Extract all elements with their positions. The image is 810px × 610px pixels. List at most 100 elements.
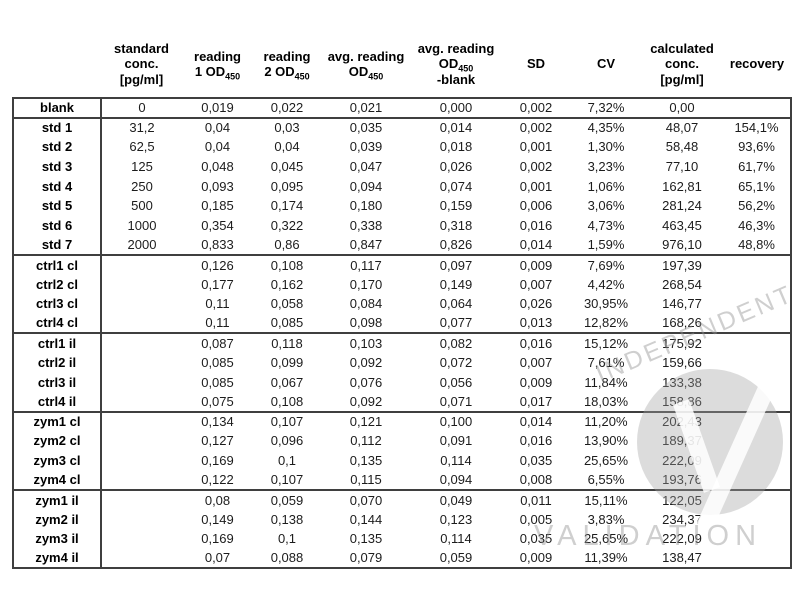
cell-reading-2: 0,1 — [277, 452, 297, 468]
cell-avg-reading: 0,039 — [349, 139, 383, 155]
cell-avg-reading-blank: 0,097 — [439, 257, 473, 273]
cell-standard-conc — [101, 314, 182, 334]
cell-reading-1: 0,093 — [201, 178, 234, 194]
cell-cv: 15,12% — [583, 335, 629, 351]
header-text: calculated — [650, 40, 714, 56]
header-line: -blank — [411, 72, 501, 88]
cell-calculated-conc: 168,26 — [662, 315, 702, 331]
cell-reading-2: 0,107 — [270, 414, 304, 430]
cell-avg-reading-blank: 0,114 — [440, 452, 472, 468]
table-row: ctrl1 cl 0,126 0,108 0,117 0,097 0,009 7,69% 19… — [13, 254, 791, 275]
cell-reading-1: 0,354 — [201, 217, 234, 233]
cell-sd: 0,002 — [519, 100, 553, 116]
cell-avg-reading-blank: 0,074 — [439, 178, 473, 194]
column-header-row-label — [13, 33, 101, 98]
header-line: recovery — [723, 56, 791, 72]
header-subscript: 450 — [294, 71, 310, 82]
cell-avg-reading: 0,035 — [349, 120, 383, 136]
header-line: 1 OD450 — [182, 64, 253, 81]
row-label: std 5 — [13, 195, 102, 216]
cell-sd: 0,008 — [519, 472, 553, 488]
cell-cv: 25,65% — [583, 452, 629, 468]
cell-recovery — [723, 509, 791, 529]
cell-reading-2: 0,095 — [270, 178, 304, 194]
header-line: OD450 — [411, 56, 501, 73]
row-label: ctrl4 il — [13, 391, 102, 412]
cell-recovery: 48,8% — [738, 236, 775, 252]
header-text: recovery — [729, 56, 785, 72]
cell-standard-conc — [101, 274, 182, 294]
column-header-recovery: recovery — [723, 33, 791, 98]
cell-cv: 30,95% — [583, 296, 629, 312]
cell-avg-reading: 0,021 — [349, 100, 383, 116]
cell-reading-1: 0,07 — [204, 550, 231, 566]
cell-calculated-conc: 463,45 — [662, 217, 702, 233]
cell-cv: 7,32% — [587, 100, 625, 116]
cell-avg-reading-blank: 0,072 — [439, 355, 473, 371]
column-header-reading-1: reading 1 OD450 — [182, 33, 253, 98]
column-header-cv: CV — [571, 33, 641, 98]
cell-cv: 11,39% — [584, 550, 628, 566]
cell-sd: 0,005 — [519, 511, 553, 527]
cell-sd: 0,035 — [519, 531, 553, 547]
row-label: std 7 — [13, 235, 102, 255]
header-text: reading — [263, 48, 311, 64]
cell-reading-1: 0,048 — [201, 159, 234, 175]
cell-reading-2: 0,322 — [270, 217, 304, 233]
cell-avg-reading: 0,092 — [349, 393, 383, 409]
cell-cv: 25,65% — [583, 531, 629, 547]
column-header-avg-reading: avg. reading OD450 — [321, 33, 411, 98]
cell-cv: 1,06% — [587, 178, 625, 194]
cell-calculated-conc: 193,76 — [662, 472, 702, 488]
header-line: [pg/ml] — [641, 72, 723, 88]
cell-recovery — [723, 490, 791, 510]
row-label: ctrl2 cl — [13, 274, 102, 294]
cell-cv: 7,61% — [587, 355, 625, 371]
cell-sd: 0,009 — [519, 374, 553, 390]
cell-avg-reading: 0,135 — [349, 452, 383, 468]
cell-cv: 3,06% — [587, 198, 625, 214]
cell-avg-reading: 0,103 — [349, 335, 383, 351]
table-row: ctrl4 cl 0,11 0,085 0,098 0,077 0,013 12,82% 16… — [13, 313, 791, 334]
cell-cv: 13,90% — [583, 433, 629, 449]
cell-sd: 0,016 — [519, 335, 553, 351]
cell-sd: 0,009 — [519, 550, 553, 566]
header-line: CV — [571, 56, 641, 72]
header-text: 2 OD — [264, 64, 295, 79]
header-text: OD — [348, 64, 369, 79]
cell-reading-1: 0,833 — [201, 236, 234, 252]
cell-reading-2: 0,138 — [270, 511, 304, 527]
cell-reading-1: 0,019 — [201, 100, 234, 116]
row-label: zym4 il — [13, 548, 102, 569]
cell-avg-reading: 0,098 — [349, 315, 383, 331]
cell-avg-reading-blank: 0,318 — [439, 217, 473, 233]
table-row: zym2 il 0,149 0,138 0,144 0,123 0,005 3,83% 234… — [13, 509, 791, 530]
cell-avg-reading-blank: 0,026 — [439, 159, 473, 175]
cell-reading-2: 0,085 — [270, 315, 304, 331]
table-row: zym4 cl 0,122 0,107 0,115 0,094 0,008 6,55% 193… — [13, 470, 791, 490]
cell-standard-conc — [101, 529, 182, 549]
cell-standard-conc: 250 — [131, 178, 153, 194]
cell-calculated-conc: 202,43 — [662, 414, 702, 430]
cell-calculated-conc: 122,05 — [662, 492, 702, 508]
cell-recovery: 46,3% — [738, 217, 775, 233]
cell-reading-1: 0,169 — [201, 452, 234, 468]
cell-avg-reading: 0,070 — [349, 492, 383, 508]
cell-recovery — [723, 529, 791, 549]
header-line: [pg/ml] — [101, 72, 182, 88]
row-label: std 1 — [13, 117, 102, 138]
cell-calculated-conc: 234,37 — [662, 511, 702, 527]
cell-recovery — [723, 274, 791, 294]
cell-sd: 0,014 — [519, 236, 553, 252]
cell-reading-2: 0,058 — [270, 296, 304, 312]
header-text: conc. — [665, 56, 699, 72]
cell-recovery — [723, 294, 791, 314]
cell-reading-2: 0,067 — [270, 374, 304, 390]
cell-recovery: 154,1% — [734, 120, 779, 136]
cell-cv: 1,59% — [587, 236, 625, 252]
cell-cv: 1,30% — [587, 139, 625, 155]
cell-cv: 18,03% — [583, 393, 629, 409]
cell-standard-conc — [101, 392, 182, 412]
cell-standard-conc: 62,5 — [129, 139, 155, 155]
cell-avg-reading-blank: 0,114 — [440, 531, 472, 547]
